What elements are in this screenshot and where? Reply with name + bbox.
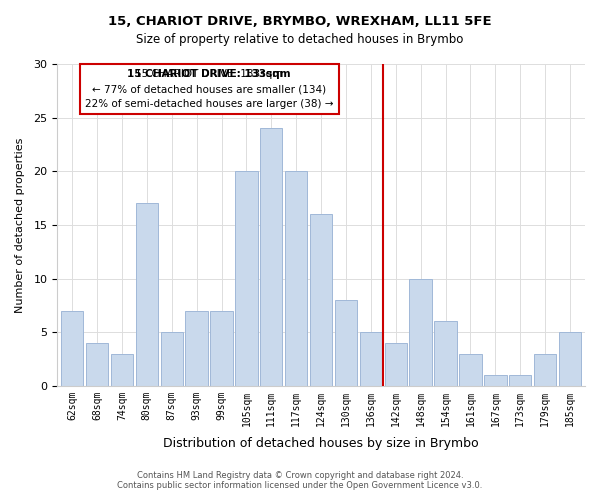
Bar [136, 204, 158, 386]
Bar [409, 278, 432, 386]
Bar [235, 172, 257, 386]
Y-axis label: Number of detached properties: Number of detached properties [15, 137, 25, 312]
Bar [161, 332, 183, 386]
Bar [61, 310, 83, 386]
Bar [385, 343, 407, 386]
Bar [111, 354, 133, 386]
Bar [310, 214, 332, 386]
Bar [534, 354, 556, 386]
Bar [185, 310, 208, 386]
Bar [210, 310, 233, 386]
X-axis label: Distribution of detached houses by size in Brymbo: Distribution of detached houses by size … [163, 437, 479, 450]
Bar [285, 172, 307, 386]
Bar [459, 354, 482, 386]
Bar [509, 375, 532, 386]
Bar [559, 332, 581, 386]
Text: 15 CHARIOT DRIVE: 133sqm: 15 CHARIOT DRIVE: 133sqm [127, 70, 291, 80]
Text: 15 CHARIOT DRIVE: 133sqm
← 77% of detached houses are smaller (134)
22% of semi-: 15 CHARIOT DRIVE: 133sqm ← 77% of detach… [85, 70, 334, 109]
Bar [359, 332, 382, 386]
Bar [434, 322, 457, 386]
Bar [260, 128, 283, 386]
Bar [335, 300, 357, 386]
Text: Contains HM Land Registry data © Crown copyright and database right 2024.
Contai: Contains HM Land Registry data © Crown c… [118, 470, 482, 490]
Text: 15, CHARIOT DRIVE, BRYMBO, WREXHAM, LL11 5FE: 15, CHARIOT DRIVE, BRYMBO, WREXHAM, LL11… [108, 15, 492, 28]
Bar [86, 343, 108, 386]
Text: Size of property relative to detached houses in Brymbo: Size of property relative to detached ho… [136, 32, 464, 46]
Bar [484, 375, 506, 386]
